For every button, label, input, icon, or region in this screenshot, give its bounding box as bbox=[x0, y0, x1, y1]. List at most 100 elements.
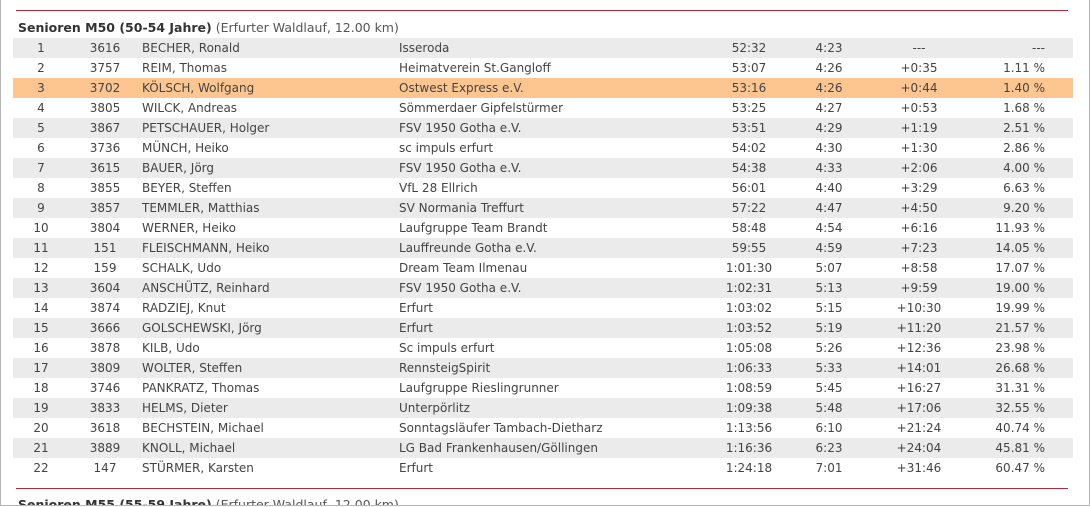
cell-time: 57:22 bbox=[699, 198, 799, 218]
result-row[interactable]: 12 159 SCHALK, Udo Dream Team Ilmenau 1:01:3… bbox=[13, 258, 1073, 278]
cell-time: 56:01 bbox=[731, 181, 767, 195]
cell-club: Heimatverein St.Gangloff bbox=[399, 61, 551, 75]
cell-pace: 4:47 bbox=[799, 198, 859, 218]
cell-time: 1:09:38 bbox=[699, 398, 799, 418]
result-row[interactable]: 2 3757 REIM, Thomas Heimatverein St.Ganglof… bbox=[13, 58, 1073, 78]
result-row[interactable]: 7 3615 BAUER, Jörg FSV 1950 Gotha e.V. 54:38… bbox=[13, 158, 1073, 178]
result-row[interactable]: 22 147 STÜRMER, Karsten Erfurt 1:24:18 7:01 +3… bbox=[13, 458, 1073, 478]
result-row[interactable]: 19 3833 HELMS, Dieter Unterpörlitz 1:09:38 5:… bbox=[13, 398, 1073, 418]
cell-bib: 3805 bbox=[89, 101, 121, 115]
cell-name: KNOLL, Michael bbox=[141, 438, 399, 458]
cell-diff: +1:30 bbox=[900, 141, 938, 155]
cell-name: BAUER, Jörg bbox=[141, 158, 399, 178]
result-row[interactable]: 21 3889 KNOLL, Michael LG Bad Frankenhausen… bbox=[13, 438, 1073, 458]
cell-pace: 4:30 bbox=[815, 141, 843, 155]
cell-bib: 3746 bbox=[89, 381, 121, 395]
cell-time: 53:07 bbox=[731, 61, 767, 75]
cell-bib: 3804 bbox=[89, 221, 121, 235]
cell-diff: +24:04 bbox=[859, 438, 979, 458]
result-row[interactable]: 5 3867 PETSCHAUER, Holger FSV 1950 Gotha e.… bbox=[13, 118, 1073, 138]
cell-bib: 3616 bbox=[69, 38, 141, 58]
cell-bib: 3857 bbox=[69, 198, 141, 218]
cell-diff: +0:44 bbox=[859, 78, 979, 98]
cell-pct: 31.31 % bbox=[995, 381, 1045, 395]
cell-diff: +6:16 bbox=[900, 221, 938, 235]
result-row[interactable]: 13 3604 ANSCHÜTZ, Reinhard FSV 1950 Gotha e… bbox=[13, 278, 1073, 298]
cell-diff: +14:01 bbox=[859, 358, 979, 378]
section-divider bbox=[16, 10, 1068, 11]
result-row[interactable]: 14 3874 RADZIEJ, Knut Erfurt 1:03:02 5:15 +10:… bbox=[13, 298, 1073, 318]
result-row[interactable]: 8 3855 BEYER, Steffen VfL 28 Ellrich 56:01 4:… bbox=[13, 178, 1073, 198]
result-row[interactable]: 11 151 FLEISCHMANN, Heiko Lauffreunde Gotha… bbox=[13, 238, 1073, 258]
cell-club: Lauffreunde Gotha e.V. bbox=[399, 238, 699, 258]
result-row[interactable]: 10 3804 WERNER, Heiko Laufgruppe Team Brand… bbox=[13, 218, 1073, 238]
cell-name: ANSCHÜTZ, Reinhard bbox=[141, 278, 399, 298]
cell-rank: 21 bbox=[13, 438, 69, 458]
result-row[interactable]: 16 3878 KILB, Udo Sc impuls erfurt 1:05:08 5:… bbox=[13, 338, 1073, 358]
next-section-title: Senioren M55 (55-59 Jahre) bbox=[18, 497, 212, 506]
cell-rank: 10 bbox=[33, 221, 49, 235]
cell-rank: 3 bbox=[13, 78, 69, 98]
cell-pace: 4:59 bbox=[799, 238, 859, 258]
cell-rank: 13 bbox=[13, 278, 69, 298]
cell-diff: +9:59 bbox=[859, 278, 979, 298]
cell-pct: 1.11 % bbox=[1003, 61, 1045, 75]
cell-diff: +31:46 bbox=[896, 461, 942, 475]
result-row[interactable]: 9 3857 TEMMLER, Matthias SV Normania Treffu… bbox=[13, 198, 1073, 218]
cell-club: Erfurt bbox=[399, 301, 433, 315]
cell-diff: +2:06 bbox=[859, 158, 979, 178]
cell-pace: 5:26 bbox=[815, 341, 843, 355]
cell-pace: 4:26 bbox=[815, 61, 843, 75]
cell-time: 1:03:02 bbox=[725, 301, 773, 315]
cell-diff: +10:30 bbox=[896, 301, 942, 315]
cell-name: WILCK, Andreas bbox=[142, 101, 238, 115]
cell-rank: 6 bbox=[37, 141, 45, 155]
cell-name: KÖLSCH, Wolfgang bbox=[141, 78, 399, 98]
cell-club: Sc impuls erfurt bbox=[399, 341, 495, 355]
cell-bib: 3878 bbox=[89, 341, 121, 355]
result-row[interactable]: 6 3736 MÜNCH, Heiko sc impuls erfurt 54:02 4:… bbox=[13, 138, 1073, 158]
result-row[interactable]: 1 3616 BECHER, Ronald Isseroda 52:32 4:23 --- -… bbox=[13, 38, 1073, 58]
cell-pct: 9.20 % bbox=[979, 198, 1073, 218]
cell-pct: --- bbox=[979, 38, 1073, 58]
cell-club: RennsteigSpirit bbox=[399, 358, 699, 378]
cell-club: sc impuls erfurt bbox=[399, 141, 494, 155]
cell-pct: 23.98 % bbox=[995, 341, 1045, 355]
cell-pace: 5:15 bbox=[815, 301, 843, 315]
result-row[interactable]: 3 3702 KÖLSCH, Wolfgang Ostwest Express e.V… bbox=[13, 78, 1073, 98]
cell-diff: +0:53 bbox=[900, 101, 938, 115]
cell-pct: 1.40 % bbox=[979, 78, 1073, 98]
results-table: 1 3616 BECHER, Ronald Isseroda 52:32 4:23 --- -… bbox=[13, 38, 1073, 478]
cell-pct: 32.55 % bbox=[979, 398, 1073, 418]
cell-time: 1:02:31 bbox=[699, 278, 799, 298]
cell-pace: 4:40 bbox=[815, 181, 843, 195]
section-heading: Senioren M50 (50-54 Jahre) (Erfurter Wal… bbox=[18, 20, 399, 35]
cell-pace: 5:48 bbox=[799, 398, 859, 418]
cell-bib: 3666 bbox=[69, 318, 141, 338]
cell-pct: 21.57 % bbox=[979, 318, 1073, 338]
result-row[interactable]: 17 3809 WOLTER, Steffen RennsteigSpirit 1:06… bbox=[13, 358, 1073, 378]
cell-pace: 5:07 bbox=[815, 261, 843, 275]
cell-pace: 4:26 bbox=[799, 78, 859, 98]
cell-diff: +3:29 bbox=[900, 181, 938, 195]
cell-pct: 40.74 % bbox=[995, 421, 1045, 435]
cell-club: Isseroda bbox=[399, 38, 699, 58]
cell-name: BEYER, Steffen bbox=[142, 181, 232, 195]
cell-pct: 4.00 % bbox=[979, 158, 1073, 178]
cell-diff: +1:19 bbox=[859, 118, 979, 138]
cell-pace: 4:23 bbox=[799, 38, 859, 58]
cell-time: 52:32 bbox=[699, 38, 799, 58]
cell-time: 53:25 bbox=[731, 101, 767, 115]
cell-diff: +12:36 bbox=[896, 341, 942, 355]
cell-time: 54:02 bbox=[731, 141, 767, 155]
cell-rank: 22 bbox=[33, 461, 49, 475]
result-row[interactable]: 15 3666 GOLSCHEWSKI, Jörg Erfurt 1:03:52 5:19… bbox=[13, 318, 1073, 338]
result-row[interactable]: 20 3618 BECHSTEIN, Michael Sonntagsläufer T… bbox=[13, 418, 1073, 438]
cell-time: 1:08:59 bbox=[725, 381, 773, 395]
cell-bib: 3615 bbox=[69, 158, 141, 178]
cell-club: FSV 1950 Gotha e.V. bbox=[399, 278, 699, 298]
cell-diff: +11:20 bbox=[859, 318, 979, 338]
result-row[interactable]: 18 3746 PANKRATZ, Thomas Laufgruppe Rieslin… bbox=[13, 378, 1073, 398]
cell-time: 1:13:56 bbox=[725, 421, 773, 435]
result-row[interactable]: 4 3805 WILCK, Andreas Sömmerdaer Gipfelstür… bbox=[13, 98, 1073, 118]
